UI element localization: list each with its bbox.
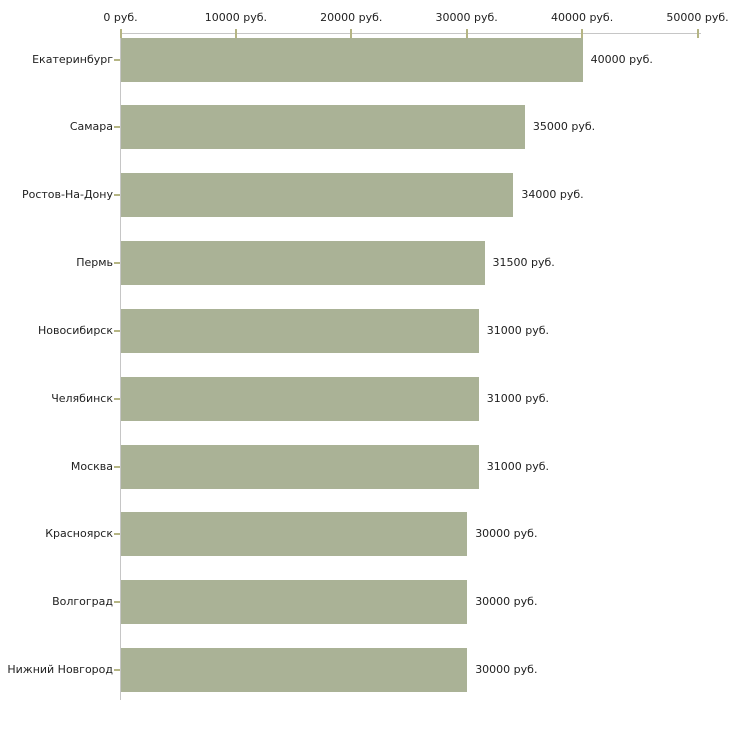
category-label: Нижний Новгород (7, 663, 113, 677)
x-axis-tick (350, 29, 353, 38)
x-axis-tick-label: 40000 руб. (550, 11, 614, 24)
bar (121, 580, 468, 625)
category-label: Ростов-На-Дону (21, 188, 113, 202)
x-axis-tick-label: 10000 руб. (204, 11, 268, 24)
bar-value-label: 31000 руб. (486, 391, 549, 405)
y-axis-tick (114, 669, 120, 672)
x-axis-tick (234, 29, 237, 38)
category-label: Челябинск (51, 391, 113, 405)
y-axis-tick (114, 533, 120, 536)
x-axis-line (120, 33, 701, 34)
x-axis-tick-label: 20000 руб. (320, 11, 383, 24)
bar-value-label: 30000 руб. (475, 595, 538, 609)
category-label: Москва (70, 459, 113, 473)
y-axis-tick (114, 601, 120, 604)
y-axis-tick (114, 194, 120, 197)
bar-value-label: 34000 руб. (521, 188, 584, 202)
y-axis-tick (114, 58, 120, 61)
y-axis-tick (114, 465, 120, 468)
x-axis-tick (119, 29, 122, 38)
category-label: Пермь (76, 256, 113, 270)
category-label: Самара (69, 120, 113, 134)
category-label: Новосибирск (37, 323, 113, 337)
bar (121, 173, 514, 218)
x-axis-tick (465, 29, 468, 38)
bar-value-label: 31500 руб. (492, 256, 555, 270)
category-label: Красноярск (45, 527, 113, 541)
bar (121, 648, 468, 693)
bar-value-label: 40000 руб. (590, 52, 653, 66)
bar (121, 512, 468, 557)
x-axis-tick-label: 0 руб. (103, 11, 138, 24)
bar (121, 308, 479, 353)
y-axis-tick (114, 262, 120, 265)
x-axis-tick (696, 29, 699, 38)
y-axis-tick (114, 397, 120, 400)
category-label: Волгоград (52, 595, 113, 609)
bar (121, 376, 479, 421)
y-axis-tick (114, 126, 120, 129)
category-label: Екатеринбург (32, 52, 113, 66)
bar (121, 444, 479, 489)
bar-value-label: 30000 руб. (475, 663, 538, 677)
bar (121, 37, 583, 82)
bar-value-label: 30000 руб. (475, 527, 538, 541)
y-axis-tick (114, 329, 120, 332)
bar (121, 241, 485, 286)
bar-value-label: 31000 руб. (486, 323, 549, 337)
x-axis-tick-label: 50000 руб. (666, 11, 729, 24)
x-axis-tick (581, 29, 584, 38)
y-axis-line (120, 33, 121, 700)
x-axis-tick-label: 30000 руб. (435, 11, 498, 24)
bar-value-label: 31000 руб. (486, 459, 549, 473)
bar (121, 105, 525, 150)
bar-value-label: 35000 руб. (532, 120, 596, 134)
